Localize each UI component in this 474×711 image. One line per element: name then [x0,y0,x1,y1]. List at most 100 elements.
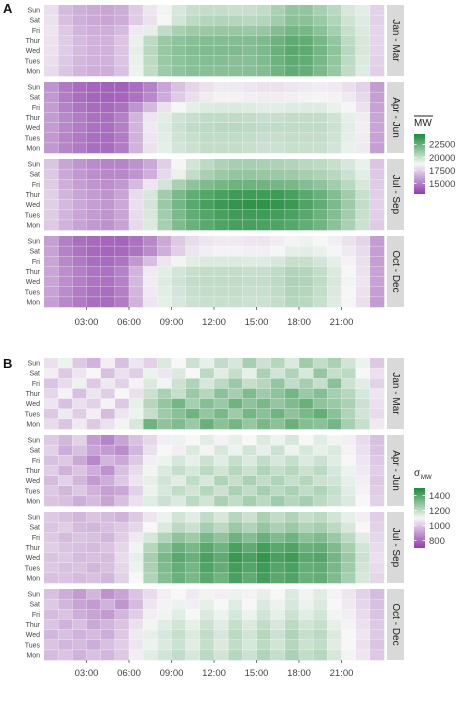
heatmap-cell [171,296,186,308]
heatmap-cell [199,455,215,466]
heatmap-cell [242,445,257,456]
day-label: Tues [25,411,41,418]
heatmap-cell [171,455,186,466]
heatmap-cell [270,122,286,134]
heatmap-cell [86,599,101,610]
heatmap-cell [143,15,158,26]
heatmap-cell [355,408,371,420]
heatmap-cell [58,122,73,134]
heatmap-cell [86,572,101,584]
heatmap-cell [185,408,201,420]
heatmap-cell [369,589,385,600]
heatmap-cell [341,435,356,446]
heatmap-cell [214,542,229,553]
heatmap-cell [86,532,101,543]
heatmap-cell [114,639,130,651]
heatmap-cell [214,629,229,641]
heatmap-cell [355,132,371,144]
heatmap-cell [369,169,385,180]
heatmap-cell [143,189,158,200]
heatmap-cell [100,266,116,277]
heatmap-cell [214,368,229,379]
heatmap-cell [58,388,73,399]
heatmap-cell [369,45,385,57]
heatmap-cell [341,418,356,430]
heatmap-cell [228,102,243,113]
heatmap-cell [185,132,201,144]
day-label: Sun [28,85,41,92]
heatmap-cell [355,55,371,67]
heatmap-cell [72,639,87,651]
facet-jan-mar: Sun Sat Fri Thur Wed Tues Mon Jan - Mar [25,358,404,430]
heatmap-cell [228,455,243,466]
heatmap-cell [299,495,314,507]
heatmap-cell [86,418,101,430]
day-label: Tues [25,135,41,142]
heatmap-cell [143,112,158,123]
facet-oct-dec: Sun Sat Fri Thur Wed Tues Mon Oct - Dec [25,589,404,661]
heatmap-cell [114,219,130,231]
heatmap-cell [86,142,101,154]
heatmap-cell [114,65,130,77]
day-label: Tues [25,212,41,219]
heatmap-cell [58,639,73,651]
heatmap-cell [114,15,130,26]
heatmap-cell [355,435,371,446]
heatmap-cell [341,246,356,257]
heatmap-cell [299,619,314,630]
heatmap-cell [143,296,158,308]
heatmap-cell [327,25,342,36]
heatmap-cell [44,639,59,651]
heatmap-cell [242,236,257,247]
heatmap-cell [72,266,87,277]
heatmap-cell [199,159,215,170]
heatmap-cell [228,485,243,497]
heatmap-cell [143,209,158,221]
heatmap-cell [313,358,328,369]
heatmap-cell [242,589,257,600]
heatmap-cell [256,485,271,497]
heatmap-cell [171,398,186,410]
heatmap-cell [100,512,116,523]
heatmap-cell [341,35,356,46]
heatmap-cell [355,418,371,430]
heatmap-cell [143,572,158,584]
day-label: Mon [26,222,40,229]
heatmap-cell [299,276,314,288]
heatmap-cell [341,256,356,267]
heatmap-cell [327,179,342,190]
facet-strip [387,159,404,230]
heatmap-cell [157,572,172,584]
heatmap-cell [369,296,385,308]
heatmap-cell [313,5,328,16]
heatmap-cell [214,639,229,651]
heatmap-cell [270,532,286,543]
heatmap-cell [72,102,87,113]
x-tick-label: 09:00 [160,668,184,679]
heatmap-cell [242,159,257,170]
heatmap-cell [58,619,73,630]
heatmap-cell [369,378,385,389]
heatmap-cell [256,92,271,103]
heatmap-cell [256,266,271,277]
heatmap-cell [270,169,286,180]
heatmap-cell [355,532,371,543]
heatmap-cell [129,92,144,103]
heatmap-cell [369,485,385,497]
heatmap-cell [327,296,342,308]
heatmap-cell [256,132,271,144]
heatmap-cell [327,286,342,298]
heatmap-cell [327,169,342,180]
heatmap-cell [256,159,271,170]
heatmap-cell [114,358,130,369]
heatmap-cell [72,142,87,154]
heatmap-cell [270,5,286,16]
day-label: Sat [29,602,40,609]
heatmap-cell [171,542,186,553]
heatmap-cell [185,532,201,543]
heatmap-cell [171,639,186,651]
heatmap-cell [114,562,130,574]
heatmap-cell [270,296,286,308]
heatmap-cell [86,388,101,399]
heatmap-cell [72,368,87,379]
